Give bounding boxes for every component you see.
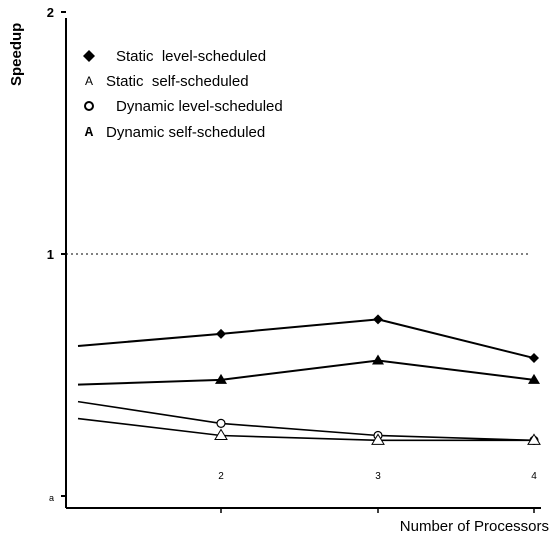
legend-label: Static self-scheduled [106, 73, 249, 90]
series-line [77, 318, 535, 360]
series-line [77, 417, 534, 442]
y-tick-label: 1 [47, 247, 54, 262]
legend-label: Dynamic level-scheduled [116, 98, 283, 115]
legend-marker [84, 101, 94, 111]
y-tick-label: a [49, 493, 54, 503]
legend-marker: A [85, 125, 94, 141]
data-point [215, 373, 227, 384]
x-tick-label: 3 [375, 471, 381, 482]
data-point [371, 433, 385, 445]
data-point [527, 433, 541, 445]
x-axis-title: Number of Processors [400, 518, 549, 535]
data-point [216, 418, 226, 428]
legend-marker: A [85, 74, 93, 88]
data-point [214, 428, 228, 440]
data-point [373, 314, 383, 325]
legend-label: Static level-scheduled [116, 48, 266, 65]
data-point [216, 328, 226, 339]
x-tick-label: 2 [218, 471, 224, 482]
series-group [77, 354, 540, 386]
series-group [77, 314, 539, 364]
legend: Static level-scheduled A Static self-sched… [83, 48, 283, 141]
data-point [529, 353, 539, 364]
data-point [528, 373, 540, 384]
y-axis-title: Speedup [8, 23, 25, 86]
data-point [372, 354, 384, 365]
legend-label: Dynamic self-scheduled [106, 124, 265, 141]
legend-marker [83, 50, 95, 62]
series-line [77, 400, 535, 442]
series-line [77, 359, 535, 386]
x-tick-label: 4 [531, 471, 537, 482]
series-group [77, 417, 541, 445]
y-tick-label: 2 [47, 5, 54, 20]
